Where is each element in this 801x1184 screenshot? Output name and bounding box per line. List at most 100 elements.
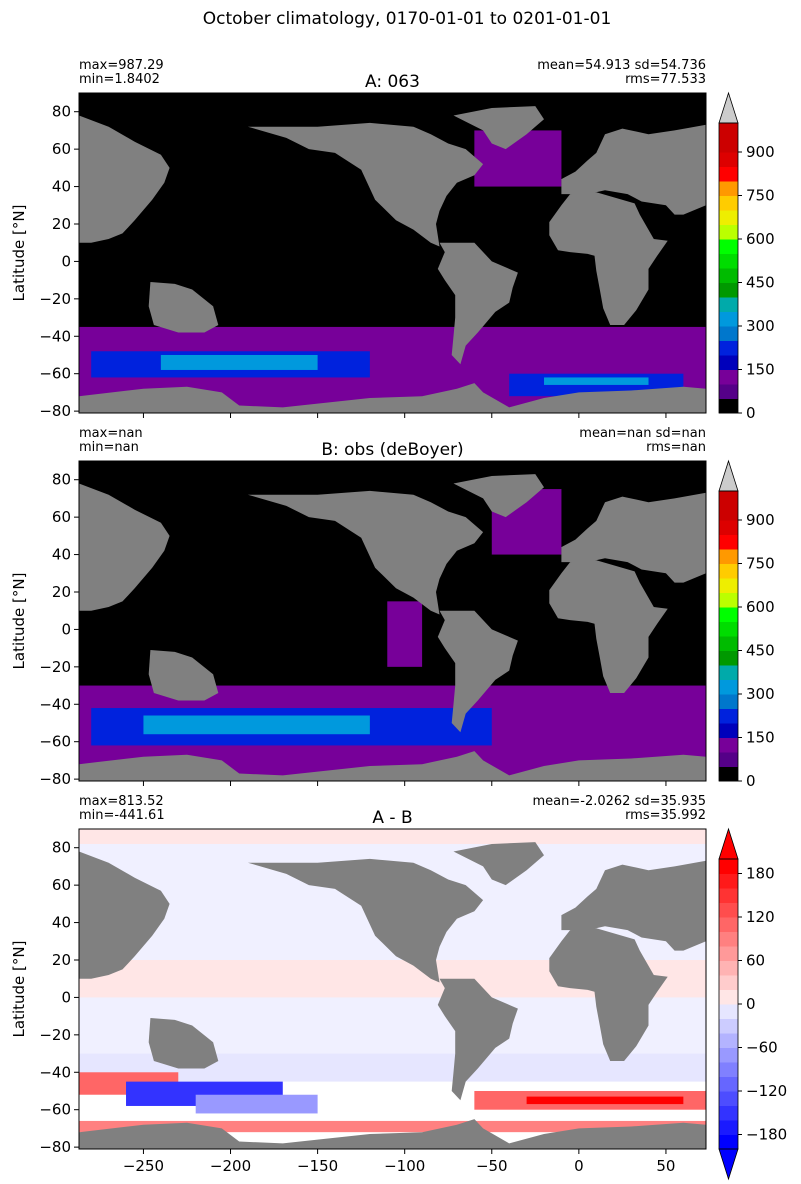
colorbar: −180 −120 −60 0 60 120 180 (718, 827, 787, 1181)
ytick-label: 80 (52, 839, 71, 857)
ytick-label: 40 (52, 914, 71, 932)
land-antarctica (79, 751, 706, 781)
colorbar-extend-max (718, 459, 739, 492)
colorbar-tick-label: 750 (746, 555, 775, 573)
land-north-america (247, 490, 484, 615)
land-europe-asia-east (561, 860, 706, 951)
colorbar-segment (719, 766, 738, 782)
ytick-label: 60 (52, 140, 71, 158)
ytick-label: −40 (39, 695, 71, 713)
ytick-label: −40 (39, 327, 71, 345)
land-africa (549, 928, 668, 1061)
land-antarctica (79, 383, 706, 413)
colorbar-tick-label: 60 (746, 952, 765, 970)
colorbar-segment (719, 563, 738, 579)
colorbar-segment (719, 737, 738, 753)
stats-left: max=813.52 (79, 794, 164, 809)
land-greenland (453, 842, 544, 886)
colorbar-tick-label: 300 (746, 317, 775, 335)
land-greenland (453, 106, 544, 150)
y-axis-label: Latitude [°N] (10, 205, 28, 302)
field-band-2 (143, 715, 370, 735)
colorbar-segment (719, 1076, 738, 1092)
colorbar-segment (719, 902, 738, 918)
colorbar-segment (719, 253, 738, 269)
field-band-6 (195, 1094, 318, 1114)
colorbar-tick-label: 180 (746, 865, 775, 883)
colorbar-tick-label: 900 (746, 511, 775, 529)
ytick-label: 0 (61, 252, 71, 270)
colorbar-tick-label: −180 (746, 1126, 787, 1144)
colorbar-segment (719, 1018, 738, 1034)
panel-diff: 80 60 40 20 0 −20 −40 −60 −80 −250 −200 −150 −100 −50… (10, 794, 787, 1181)
xtick-label: 50 (656, 1157, 675, 1175)
colorbar-segment (719, 384, 738, 399)
colorbar-segment (719, 650, 738, 666)
panel-b: 80 60 40 20 0 −20 −40 −60 −80 Latitude [°N] B: obs… (10, 426, 775, 790)
stats-right: mean=54.913 sd=54.736 (537, 58, 706, 73)
colorbar-tick-label: 300 (746, 685, 775, 703)
colorbar: 0 150 300 450 600 750 900 (718, 459, 775, 790)
land-south-america (437, 978, 518, 1101)
colorbar-segment (719, 311, 738, 327)
colorbar-segment (719, 1091, 738, 1106)
stats-left: min=1.8402 (79, 72, 160, 87)
field-band-9 (79, 1120, 706, 1133)
colorbar-segment (719, 931, 738, 947)
colorbar: 0 150 300 450 600 750 900 (718, 91, 775, 422)
ytick-label: −80 (39, 770, 71, 788)
colorbar-segment (719, 210, 738, 225)
axes-frame (78, 92, 707, 414)
colorbar-tick-label: −120 (746, 1082, 787, 1100)
land-eurasia-west (79, 115, 170, 243)
ytick-label: −60 (39, 1101, 71, 1119)
map-area (79, 461, 706, 781)
stats-right: rms=77.533 (625, 72, 706, 87)
colorbar-segment (719, 1062, 738, 1077)
land-north-america (247, 122, 484, 247)
stats-left: min=-441.61 (79, 808, 165, 823)
xtick-label: −50 (476, 1157, 508, 1175)
stats-left: max=987.29 (79, 58, 164, 73)
colorbar-segment (719, 636, 738, 651)
land-north-america (247, 858, 484, 983)
colorbar-tick-label: 450 (746, 642, 775, 660)
colorbar-extend-min (718, 1148, 739, 1181)
colorbar-extend-max (718, 91, 739, 124)
colorbar-segment (719, 166, 738, 182)
colorbar-segment (719, 239, 738, 254)
colorbar-segment (719, 621, 738, 637)
field-band-4 (544, 377, 649, 385)
land-australia (148, 282, 219, 333)
colorbar-segment (719, 195, 738, 211)
stats-right: rms=nan (646, 440, 706, 455)
colorbar-segment (719, 137, 738, 153)
colorbar-segment (719, 665, 738, 680)
panel-title: A: 063 (365, 72, 420, 92)
colorbar-extend-max (718, 827, 739, 860)
map-area (79, 93, 706, 413)
colorbar-segment (719, 297, 738, 312)
colorbar-tick-label: 900 (746, 143, 775, 161)
colorbar-segment (719, 723, 738, 738)
xtick-label: 0 (574, 1157, 584, 1175)
ytick-label: 80 (52, 471, 71, 489)
land-australia (148, 1018, 219, 1069)
colorbar-tick-label: 150 (746, 729, 775, 747)
ytick-label: −60 (39, 733, 71, 751)
ytick-label: 20 (52, 951, 71, 969)
colorbar-segment (719, 549, 738, 564)
land-south-america (437, 610, 518, 733)
panel-title: B: obs (deBoyer) (321, 440, 463, 460)
colorbar-segment (719, 520, 738, 535)
field-band-2 (160, 354, 318, 370)
ytick-label: −40 (39, 1063, 71, 1081)
colorbar-tick-label: 120 (746, 908, 775, 926)
ytick-label: 60 (52, 508, 71, 526)
colorbar-segment (719, 607, 738, 622)
colorbar-segment (719, 282, 738, 298)
colorbar-segment (719, 1047, 738, 1063)
xtick-label: −200 (210, 1157, 251, 1175)
land-antarctica (79, 1119, 706, 1149)
figure-suptitle: October climatology, 0170-01-01 to 0201-… (203, 9, 612, 29)
